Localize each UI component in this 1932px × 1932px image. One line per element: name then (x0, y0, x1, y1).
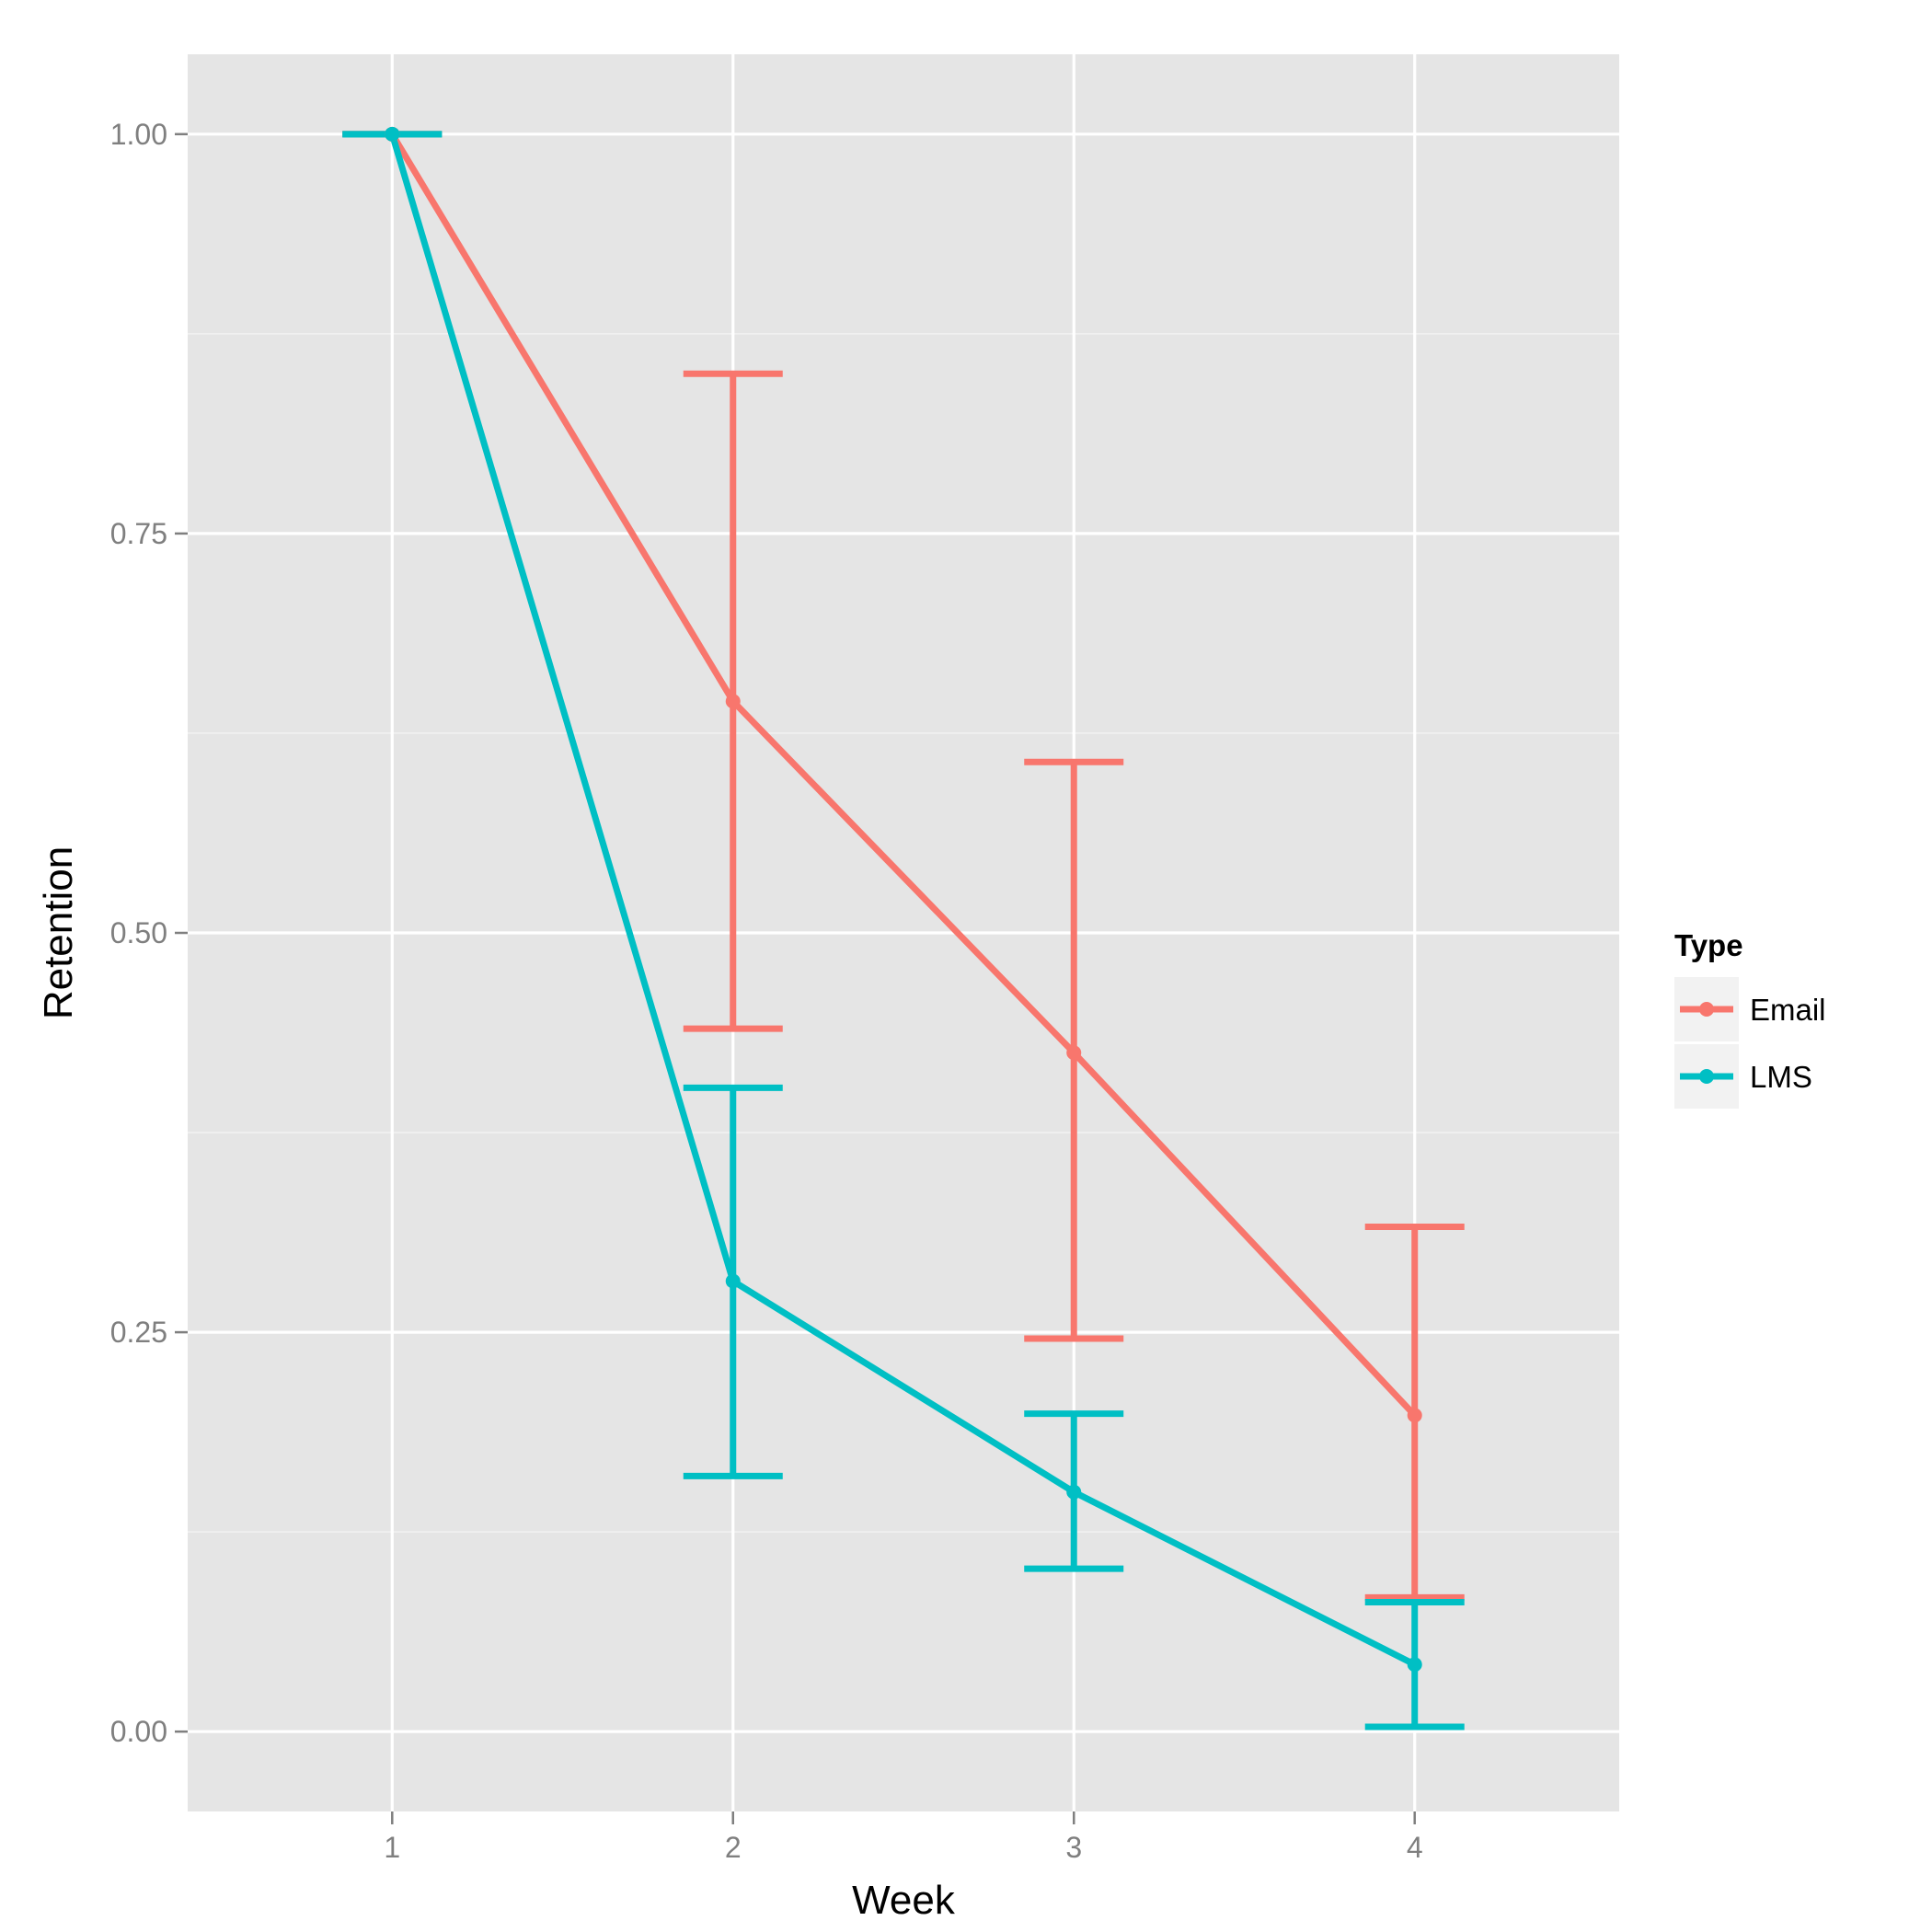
y-tick-label: 1.00 (110, 118, 167, 151)
x-tick-label: 1 (384, 1831, 400, 1864)
series-line-email (389, 132, 1418, 1418)
data-point-email (725, 694, 741, 709)
x-tick-label: 3 (1065, 1831, 1082, 1864)
legend-key-point-email (1699, 1002, 1714, 1017)
legend-key-point-lms (1699, 1069, 1714, 1084)
x-axis: 1 2 3 4 (384, 1811, 1423, 1864)
series-line-lms (388, 132, 1417, 1668)
data-point-lms (1066, 1484, 1082, 1500)
legend-label-email: Email (1750, 993, 1826, 1027)
legend-label-lms: LMS (1750, 1060, 1812, 1094)
data-point-lms (1407, 1657, 1422, 1673)
x-tick-label: 2 (725, 1831, 742, 1864)
data-points (385, 126, 1422, 1673)
data-point-lms (725, 1273, 741, 1289)
minor-gridlines (188, 333, 1619, 1533)
data-point-email (1407, 1408, 1422, 1423)
data-point-email (1066, 1045, 1082, 1061)
y-axis-title: Retention (36, 846, 81, 1019)
legend: Type Email LMS (1674, 928, 1826, 1109)
series-lines (388, 132, 1418, 1668)
x-tick-label: 4 (1407, 1831, 1423, 1864)
y-tick-label: 0.00 (110, 1715, 167, 1748)
y-tick-label: 0.50 (110, 916, 167, 949)
y-axis: 0.00 0.25 0.50 0.75 1.00 (110, 118, 188, 1748)
legend-title: Type (1674, 928, 1743, 962)
y-tick-label: 0.25 (110, 1316, 167, 1349)
x-axis-title: Week (852, 1878, 956, 1923)
y-tick-label: 0.75 (110, 517, 167, 550)
data-point-lms (385, 126, 400, 142)
